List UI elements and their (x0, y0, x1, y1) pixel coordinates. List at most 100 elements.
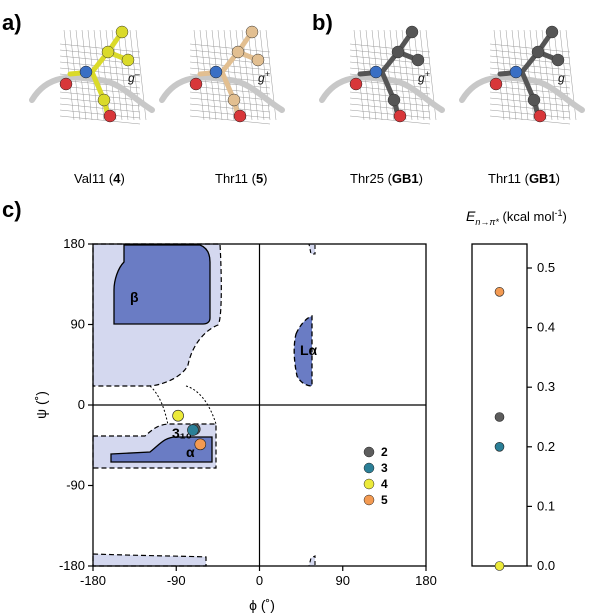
caption-thr11-gb1: Thr11 (GB1) (488, 171, 560, 186)
mesh-line (489, 103, 571, 113)
mesh-line (59, 103, 141, 113)
x-tick-label: -90 (167, 573, 186, 588)
carbon-atom (121, 53, 135, 67)
mesh-line (59, 43, 141, 53)
mesh-line (413, 29, 425, 121)
mesh-line (99, 29, 111, 121)
caption-thr25-gb1: Thr25 (GB1) (350, 171, 423, 186)
x-axis-label: ϕ (˚) (249, 597, 275, 613)
mesh-line (349, 103, 431, 113)
carbon-atom (245, 25, 259, 39)
energy-tick-label: 0.1 (537, 498, 555, 513)
mesh-line (117, 29, 129, 121)
energy-point-3 (494, 441, 505, 452)
mesh-line (489, 67, 571, 77)
x-tick-label: 0 (256, 573, 263, 588)
carbon-atom (231, 45, 245, 59)
nitrogen-atom (369, 65, 383, 79)
structure-model: g (459, 25, 585, 125)
y-tick-label: 0 (78, 397, 85, 412)
mesh-line (489, 115, 571, 125)
energy-point-2 (494, 412, 505, 422)
oxygen-atom (59, 77, 73, 91)
data-point-5 (194, 438, 207, 451)
x-tick-label: 90 (336, 573, 350, 588)
mesh-line (547, 29, 559, 121)
mesh-line (559, 29, 571, 121)
rotamer-label: g+ (418, 69, 430, 85)
backbone-ribbon (159, 74, 285, 113)
mesh-line (59, 67, 141, 77)
data-point-3 (187, 424, 199, 436)
mesh-line (235, 29, 247, 121)
carbon-atom (551, 53, 565, 67)
oxygen-atom (393, 109, 407, 123)
mesh-line (189, 103, 271, 113)
data-point-4 (172, 409, 184, 422)
mesh-line (253, 29, 265, 121)
panel-label-c: c) (2, 197, 22, 222)
oxygen-atom (103, 109, 117, 123)
legend-swatch (363, 462, 375, 474)
carbon-atom (545, 25, 559, 39)
mesh-line (189, 43, 271, 53)
y-tick-label: -90 (66, 478, 85, 493)
mesh-line (105, 29, 117, 121)
mesh-line (395, 29, 407, 121)
top-strip-region (308, 243, 316, 255)
ramachandran-plot: β Lα 3₁₀ α -180 -90 0 90 180 180 90 0 -90 -180 2 3… (33, 236, 437, 613)
dotted-boundary (149, 385, 217, 426)
rotamer-label: g (558, 71, 565, 85)
mesh-line (59, 109, 141, 119)
carbon-atom (101, 45, 115, 59)
allowed-regions (92, 243, 316, 567)
region-label-3-10: 3₁₀ (172, 425, 192, 441)
density-mesh (349, 29, 437, 125)
carbon-atom (97, 93, 111, 107)
oxygen-atom (349, 77, 363, 91)
legend-label: 5 (381, 493, 388, 507)
carbon-atom (405, 25, 419, 39)
carbon-atom (527, 93, 541, 107)
legend: 2 3 4 5 (363, 445, 388, 507)
mesh-line (59, 79, 141, 89)
energy-axis-label: En→π* (kcal mol-1) (466, 208, 567, 227)
mesh-line (189, 115, 271, 125)
carbon-atom (387, 93, 401, 107)
mesh-line (349, 115, 431, 125)
energy-axis-ticks: 0.5 0.4 0.3 0.2 0.1 0.0 (527, 260, 555, 573)
energy-tick-label: 0.5 (537, 260, 555, 275)
structure-model: g+ (319, 25, 445, 125)
energy-point-5 (494, 287, 505, 297)
energy-tick-label: 0.2 (537, 439, 555, 454)
mesh-line (349, 43, 431, 53)
mesh-line (553, 29, 565, 121)
backbone-ribbon (459, 74, 585, 113)
energy-point-4 (494, 561, 505, 571)
mesh-line (349, 67, 431, 77)
mesh-line (189, 67, 271, 77)
nitrogen-atom (509, 65, 523, 79)
energy-tick-label: 0.4 (537, 320, 555, 335)
alpha-core-region (110, 436, 213, 463)
mesh-line (489, 109, 571, 119)
mesh-line (259, 29, 271, 121)
rotamer-label: g+ (258, 69, 270, 85)
carbon-atom (227, 93, 241, 107)
left-handed-alpha-region (293, 315, 313, 387)
y-tick-label: 90 (71, 317, 85, 332)
energy-plot: En→π* (kcal mol-1) 0.5 0.4 0.3 0.2 0.1 0.0 (466, 208, 567, 573)
x-tick-label: 180 (415, 573, 437, 588)
caption-thr11-5: Thr11 (5) (215, 171, 268, 186)
mesh-line (349, 79, 431, 89)
region-label-alpha: α (186, 444, 195, 460)
mesh-line (247, 29, 259, 121)
mesh-line (535, 29, 547, 121)
bottom-strip-region (308, 555, 316, 567)
mesh-line (489, 79, 571, 89)
energy-data-points (494, 287, 505, 571)
legend-swatch (363, 478, 375, 490)
oxygen-atom (533, 109, 547, 123)
rama-axis-ticks: -180 -90 0 90 180 180 90 0 -90 -180 (59, 236, 437, 588)
